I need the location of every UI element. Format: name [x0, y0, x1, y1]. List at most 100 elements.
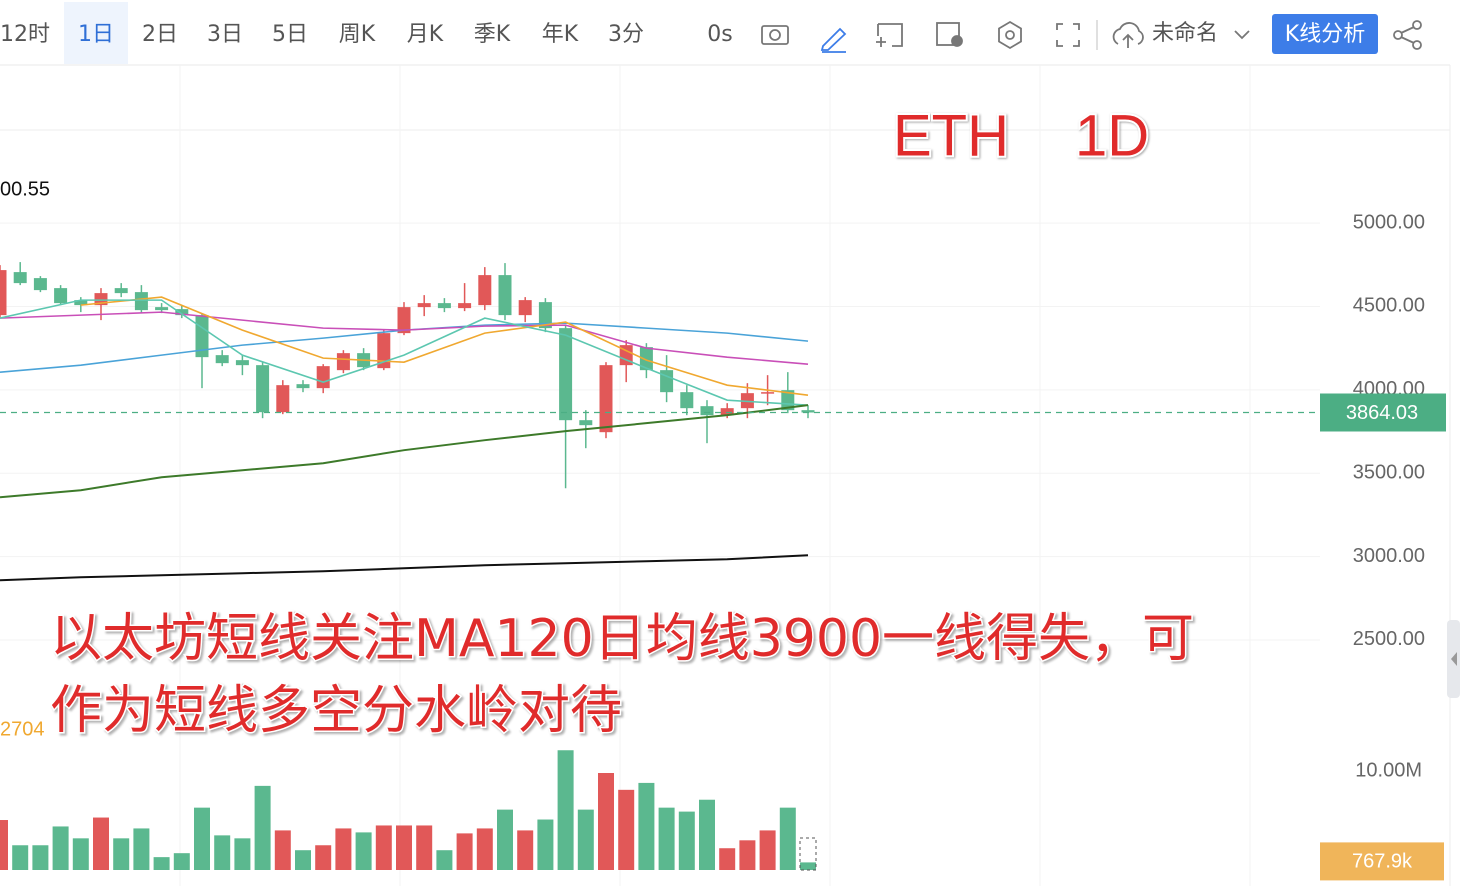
candle-body	[316, 366, 330, 389]
candle-body	[801, 410, 815, 413]
volume-bar	[335, 828, 352, 870]
candle-body	[33, 278, 47, 291]
interval-button[interactable]: 3日	[207, 22, 243, 47]
toolbar-icons	[761, 20, 1422, 53]
candle-body	[134, 292, 148, 311]
volume-bar	[133, 828, 150, 870]
candle-body	[478, 275, 492, 306]
candle-body	[599, 365, 613, 433]
volume-bar	[557, 750, 574, 870]
volume-bar	[194, 807, 210, 870]
candle-body	[579, 420, 593, 426]
candle-body	[720, 408, 734, 416]
ma-line	[0, 299, 809, 406]
candle-body	[761, 392, 775, 394]
volume-bar	[32, 845, 49, 870]
volume-bar-outline	[799, 837, 817, 871]
interval-button[interactable]: 周K	[339, 22, 376, 47]
candle-body	[175, 309, 189, 316]
candle-body	[13, 272, 27, 284]
share-node[interactable]	[1393, 30, 1403, 40]
cloud-icon[interactable]	[1112, 22, 1144, 48]
ma-line	[80, 296, 809, 396]
volume-bar	[598, 773, 614, 870]
pencil-icon[interactable]	[820, 27, 847, 53]
volume-bar	[416, 825, 433, 870]
volume-bar	[274, 830, 291, 870]
volume-bar	[537, 819, 554, 870]
magnet-icon[interactable]	[936, 22, 960, 46]
volume-bar	[577, 809, 594, 870]
candle-body	[215, 355, 229, 364]
candle-body	[417, 303, 431, 308]
settings-dot	[1005, 30, 1015, 40]
fullscreen-icon[interactable]	[1056, 23, 1080, 47]
overlay: ETH 1D 以太坊短线关注MA120日均线3900一线得失，可 作为短线多空分…	[49, 101, 1196, 742]
layout-name[interactable]: 未命名	[1152, 21, 1218, 46]
annotation: 作为短线多空分水岭对待	[50, 681, 622, 741]
volume-bar	[0, 820, 8, 870]
candle-body	[538, 302, 552, 329]
interval-button[interactable]: 5日	[272, 22, 308, 47]
y-tick-label: 10.00M	[1355, 759, 1422, 781]
volume-bar	[699, 799, 715, 870]
chart-subtitle: 1D	[1075, 103, 1149, 168]
interval-button[interactable]: 2日	[142, 22, 178, 47]
volume-bar	[476, 828, 493, 870]
last-volume-tag	[1320, 842, 1444, 881]
volume-bar	[52, 826, 69, 870]
volume-bar	[497, 809, 513, 870]
volume-bar	[375, 825, 392, 870]
candle-body	[660, 370, 674, 393]
candle-body	[639, 347, 653, 371]
candle-body	[680, 392, 694, 409]
share-node	[1412, 20, 1422, 30]
candle-body	[54, 288, 68, 304]
volume-bar	[719, 848, 736, 870]
candle-body	[518, 300, 532, 316]
chart: 5000.004500.004000.003500.003000.002500.…	[0, 65, 1446, 886]
volume-bar	[153, 857, 170, 870]
chart-title: ETH	[893, 103, 1009, 168]
candle-body	[559, 328, 573, 421]
scroll-arrow	[1451, 652, 1457, 666]
interval-button[interactable]: 12时	[0, 22, 50, 47]
chevron-icon[interactable]	[1234, 30, 1250, 40]
interval-button[interactable]: 1日	[78, 22, 114, 47]
settings-icon[interactable]	[998, 20, 1022, 50]
interval-button[interactable]: 年K	[542, 22, 579, 47]
ma-line	[0, 554, 809, 582]
candle-body	[155, 307, 169, 311]
volume-bar	[618, 789, 635, 870]
magnet-dot	[951, 35, 963, 47]
volume-bar	[72, 838, 89, 870]
volume-bar	[638, 782, 655, 870]
volume-bar	[436, 850, 453, 870]
interval-active-bg	[64, 2, 128, 64]
volume-bar	[800, 862, 816, 870]
interval-button[interactable]: 3分	[608, 22, 644, 47]
annotation: 以太坊短线关注MA120日均线3900一线得失，可	[50, 609, 1194, 669]
ma-line	[0, 404, 809, 499]
analysis-button[interactable]: K线分析	[1285, 22, 1365, 47]
volume-bar	[12, 845, 29, 870]
last-price-label: 3864.03	[1346, 402, 1418, 424]
y-tick-label: 3000.00	[1353, 545, 1425, 567]
box-icon[interactable]	[876, 23, 903, 47]
candle-body	[336, 353, 350, 371]
y-tick-label: 2500.00	[1353, 628, 1425, 650]
camera-icon[interactable]	[761, 25, 789, 45]
candle-body	[296, 384, 310, 389]
volume-bar	[214, 835, 231, 870]
volume-bar	[173, 853, 190, 870]
interval-button[interactable]: 季K	[474, 22, 511, 47]
timer[interactable]: 0s	[707, 22, 732, 47]
y-tick-label: 4500.00	[1353, 295, 1425, 317]
share-link	[1400, 26, 1415, 44]
interval-button[interactable]: 月K	[407, 22, 444, 47]
candle-body	[458, 303, 472, 309]
analysis-button-bg[interactable]	[1272, 14, 1378, 54]
ma-readout: 00.55	[0, 178, 50, 200]
volume-ma-readout: 2704	[0, 718, 45, 740]
